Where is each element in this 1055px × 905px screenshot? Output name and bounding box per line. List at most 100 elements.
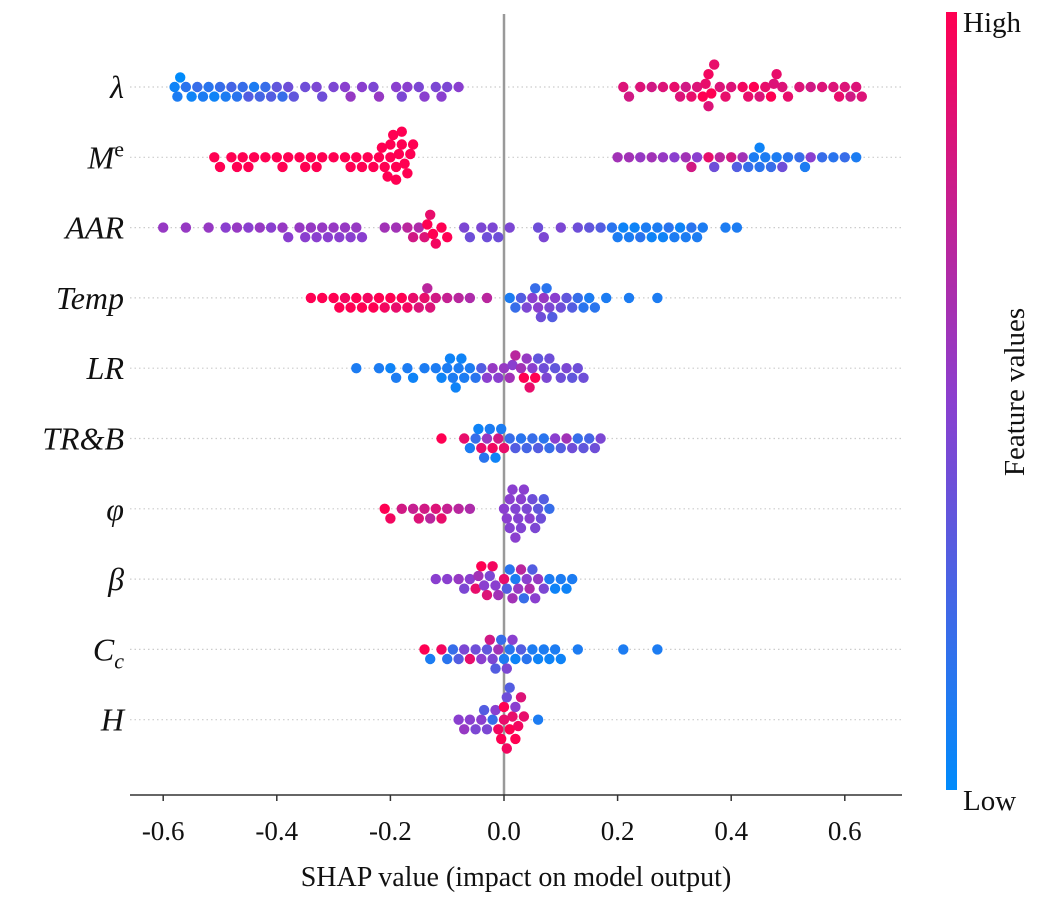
shap-point [561,363,572,374]
shap-point [248,81,260,93]
shap-point [498,653,510,665]
x-tick-label: -0.2 [369,816,412,846]
shap-point [470,724,481,735]
shap-point [436,513,447,524]
shap-point [669,81,680,93]
shap-point [490,452,501,463]
shap-point [549,292,561,304]
shap-point [413,81,424,93]
shap-point [294,222,305,233]
shap-point [317,152,328,163]
shap-point [544,573,555,585]
shap-point [720,222,731,233]
shap-point [828,81,839,93]
shap-point [373,292,385,304]
shap-point [444,353,456,364]
shap-point [538,494,549,505]
gridlines [130,86,902,721]
shap-point [851,81,862,93]
shap-point [481,433,493,444]
shap-point [172,91,183,102]
shap-point [197,91,209,102]
shap-point [538,363,549,374]
shap-point [521,442,532,454]
shap-point [459,644,470,655]
shap-point [510,532,521,543]
shap-point [322,232,334,243]
shap-point [544,653,555,665]
shap-point [538,433,549,444]
shap-point [510,653,521,665]
shap-point [317,91,328,102]
shap-point [737,81,748,93]
shap-point [283,232,294,243]
feature-label-text: Temp [56,280,124,316]
shap-point [680,232,691,243]
shap-point [328,152,339,163]
feature-label: Temp [56,280,124,316]
shap-point [510,350,521,361]
shap-point [714,81,725,93]
shap-point [283,81,294,93]
shap-point [515,292,527,304]
shap-point [373,91,385,102]
shap-point [305,292,317,304]
shap-point [507,634,518,645]
shap-point [703,152,714,163]
shap-point [220,222,231,233]
shap-point [442,503,453,514]
shap-point [388,129,399,141]
shap-point [561,292,572,304]
shap-point [396,126,407,137]
shap-point [382,171,393,182]
shap-point [748,81,760,93]
shap-point [351,222,362,233]
shap-point [419,363,430,374]
shap-point [686,222,697,233]
shap-point [390,161,402,173]
shap-point [334,232,345,243]
shap-point [612,152,623,163]
shap-point [731,222,743,233]
shap-point [328,81,339,93]
shap-point [407,292,419,304]
shap-point [623,152,635,163]
shap-point [510,503,521,514]
shap-point [260,81,271,93]
shap-point [390,174,402,185]
shap-point [456,353,467,364]
shap-point [254,91,265,102]
shap-point [473,423,484,435]
shap-point [532,442,544,454]
shap-point [490,663,501,674]
shap-point [515,494,527,505]
shap-point [532,353,544,364]
shap-point [175,72,186,83]
shap-point [413,222,424,233]
shap-point [760,152,771,163]
shap-point [839,81,850,93]
shap-point [442,81,453,93]
shap-point [277,161,288,173]
shap-point [231,222,243,233]
shap-point [493,724,504,735]
shap-point [425,302,436,313]
shap-point [567,442,578,454]
feature-label: H [100,702,126,738]
shap-point [538,292,549,304]
shap-point [743,91,754,102]
x-axis-ticks: -0.6 -0.4 -0.2 0.0 0.2 0.4 0.6 [142,795,862,846]
feature-label-text: β [107,561,124,597]
feature-label: Me [87,136,124,175]
shap-point [368,302,379,313]
shap-point [595,222,606,233]
shap-point [765,161,777,173]
feature-label: AAR [63,210,124,246]
x-tick-label: 0.2 [601,816,635,846]
shap-point [606,222,618,233]
shap-point [487,714,498,725]
shap-point [379,161,390,173]
shap-point [356,81,368,93]
shap-point [555,372,566,383]
